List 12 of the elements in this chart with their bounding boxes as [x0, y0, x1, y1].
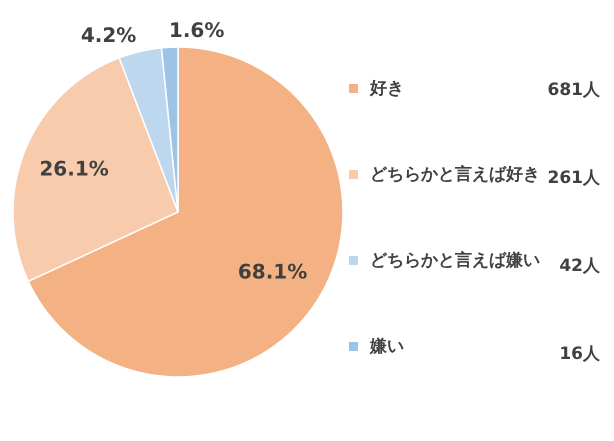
data-label: 68.1% [238, 259, 308, 284]
text: 261人 [548, 168, 601, 188]
legend-label: どちらかと言えば嫌い [370, 250, 540, 270]
data-label: 26.1% [39, 156, 109, 181]
data-label: 4.2% [80, 22, 136, 47]
legend-label: どちらかと言えば好き [370, 164, 540, 184]
legend-label: 好き [369, 78, 404, 98]
text: 42人 [559, 256, 601, 276]
legend-label: 嫌い [369, 336, 404, 356]
text: 681人 [548, 80, 601, 100]
text: 16人 [559, 344, 601, 364]
data-label: 1.6% [168, 18, 224, 42]
